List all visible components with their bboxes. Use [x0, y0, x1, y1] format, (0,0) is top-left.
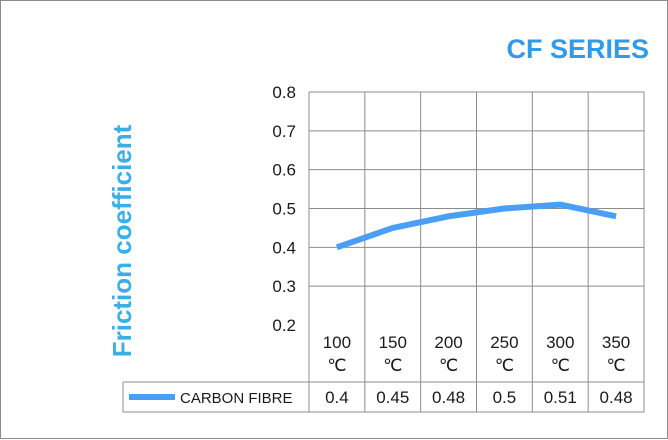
y-tick-label: 0.5: [272, 200, 296, 219]
x-tick-label: 200: [434, 333, 462, 352]
x-tick-unit: ℃: [327, 356, 346, 375]
data-table: CARBON FIBRE 0.4 0.45 0.48 0.5 0.51 0.48: [122, 381, 644, 413]
table-cell-value: 0.4: [325, 388, 349, 407]
table-cell-value: 0.48: [600, 388, 633, 407]
y-tick-label: 0.3: [272, 277, 296, 296]
y-tick-labels: 0.8 0.7 0.6 0.5 0.4 0.3 0.2 100 ℃ 150 ℃ 200 ℃ 250 ℃ 300…: [272, 83, 630, 375]
y-tick-label: 0.4: [272, 238, 296, 257]
x-tick-label: 250: [490, 333, 518, 352]
series-line-carbon-fibre: [335, 201, 617, 251]
table-cell-value: 0.45: [376, 388, 409, 407]
x-tick-unit: ℃: [383, 356, 402, 375]
y-tick-label: 0.6: [272, 161, 296, 180]
x-tick-unit: ℃: [551, 356, 570, 375]
plot-grid: [308, 91, 645, 412]
x-tick-label: 300: [546, 333, 574, 352]
x-tick-label: 100: [323, 333, 351, 352]
table-cell-value: 0.5: [493, 388, 517, 407]
series-lines: [335, 201, 617, 251]
y-axis-label: Friction coefficient: [107, 124, 137, 357]
y-tick-label: 0.8: [272, 83, 296, 102]
x-tick-label: 150: [379, 333, 407, 352]
x-tick-label: 350: [602, 333, 630, 352]
y-tick-label: 0.2: [272, 316, 296, 335]
x-tick-unit: ℃: [607, 356, 626, 375]
y-tick-label: 0.7: [272, 122, 296, 141]
x-tick-unit: ℃: [495, 356, 514, 375]
chart-title: CF SERIES: [506, 34, 649, 64]
legend-label: CARBON FIBRE: [180, 390, 293, 407]
table-cell-value: 0.51: [544, 388, 577, 407]
table-cell-value: 0.48: [432, 388, 465, 407]
x-tick-unit: ℃: [439, 356, 458, 375]
